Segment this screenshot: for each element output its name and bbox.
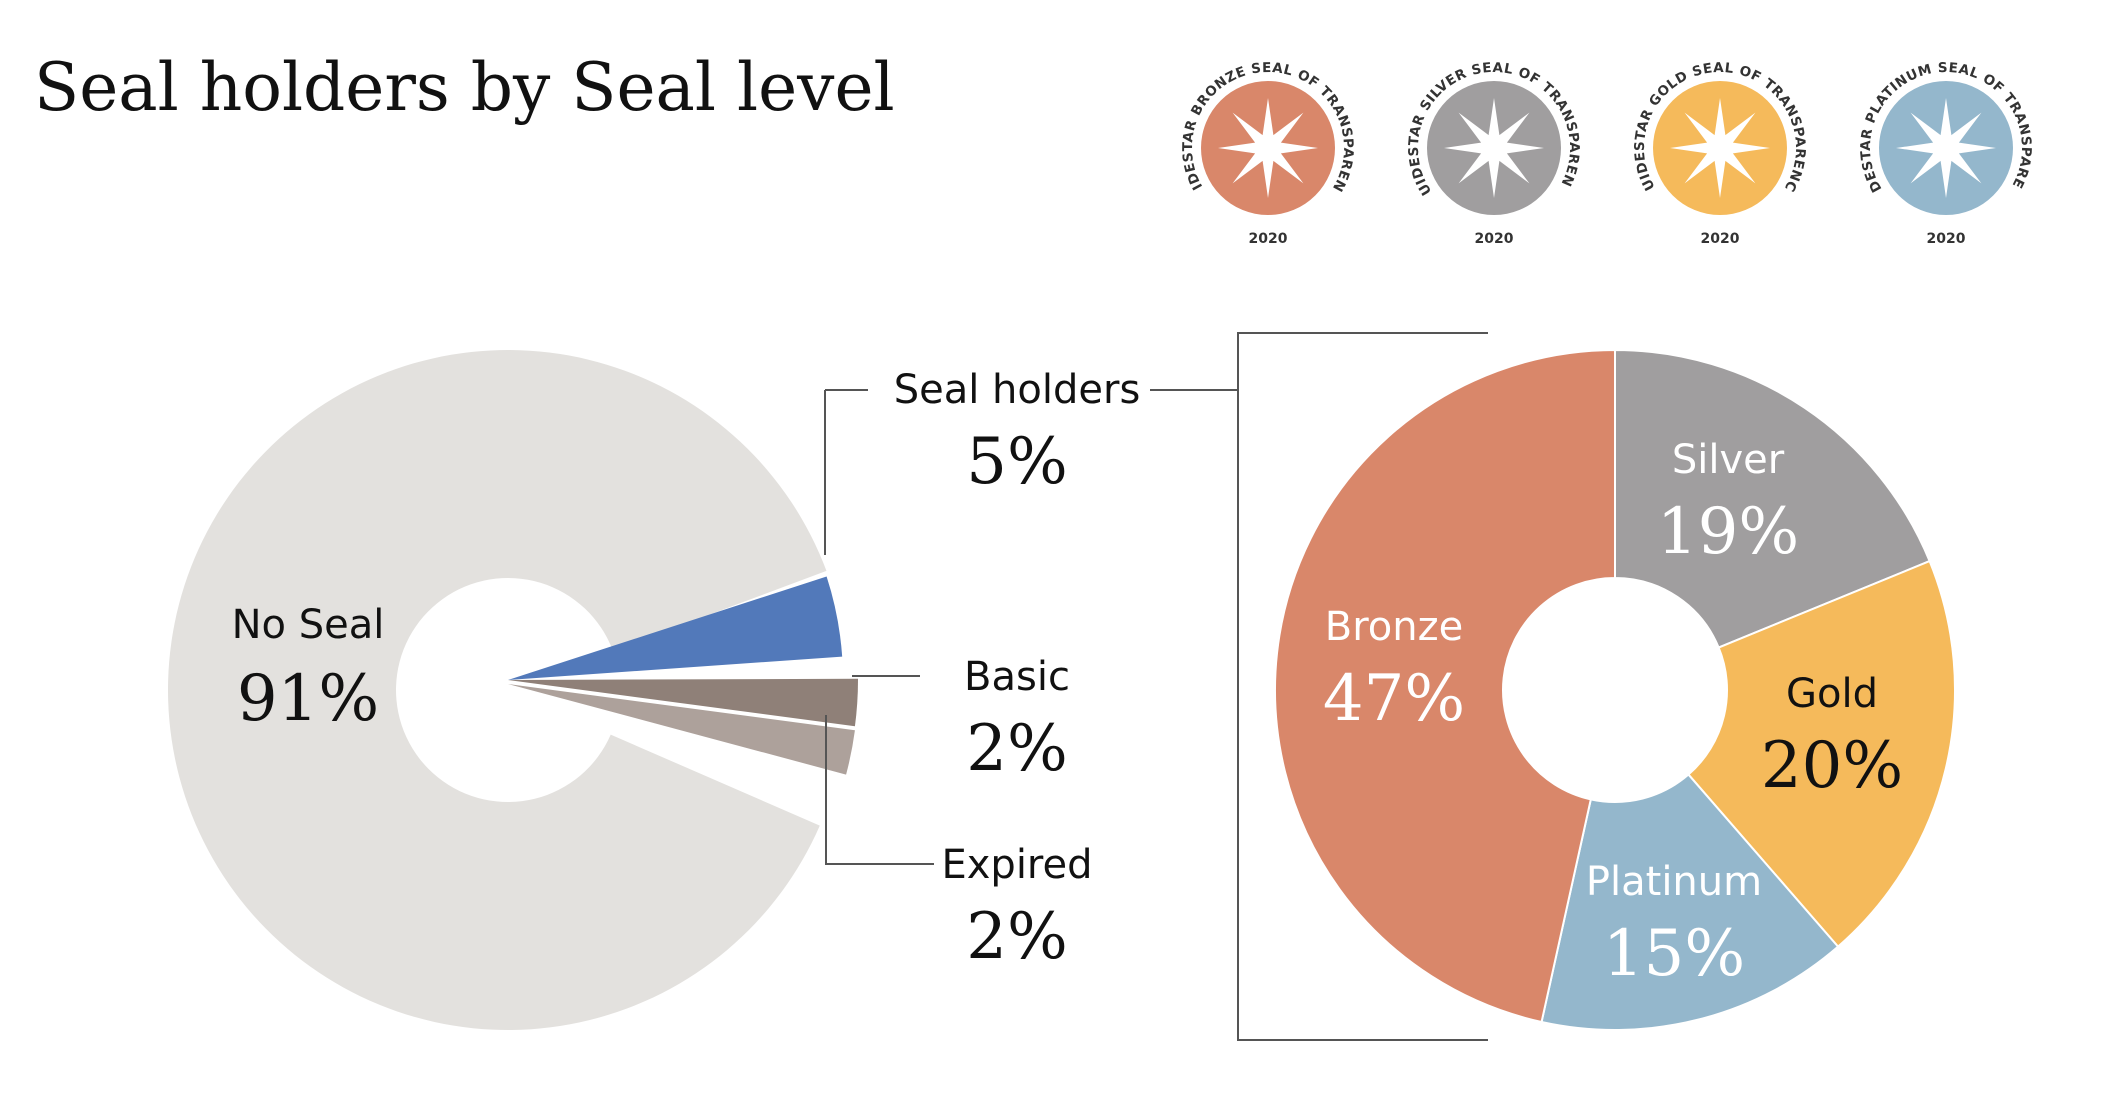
star-icon (1218, 98, 1318, 198)
slice-expired (508, 684, 855, 775)
seal-year-text: 2020 (1701, 231, 1740, 247)
seal-level-donut-labels: Bronze 47% Silver 19% Gold 20% Platinum 15% (1323, 437, 1903, 991)
seal-year-text: 2020 (1249, 231, 1288, 247)
value-label-gold: 20% (1761, 729, 1903, 803)
value-label-no-seal: 91% (237, 662, 379, 736)
expired-leader (825, 715, 934, 865)
slice-platinum (1540, 773, 1840, 1031)
value-label-basic: 2% (966, 712, 1068, 786)
value-label-silver: 19% (1657, 495, 1799, 569)
label-bronze: Bronze (1325, 604, 1463, 650)
label-seal-holders: Seal holders (894, 367, 1141, 413)
label-basic: Basic (964, 654, 1070, 700)
overall-donut-chart (168, 349, 858, 1030)
page-title: Seal holders by Seal level (34, 49, 895, 126)
overall-donut-labels: No Seal 91% Seal holders 5% Basic 2% Expired 2% (232, 367, 1141, 974)
seal-level-donut-chart (1274, 348, 1956, 1031)
label-no-seal: No Seal (232, 602, 385, 648)
star-icon (1670, 98, 1770, 198)
label-gold: Gold (1786, 671, 1878, 717)
star-icon (1896, 98, 1996, 198)
overall-donut-leaders (824, 389, 1238, 865)
label-silver: Silver (1672, 437, 1785, 483)
slice-bronze (1274, 348, 1616, 1024)
seal-year-text: 2020 (1927, 231, 1966, 247)
label-expired: Expired (941, 842, 1092, 888)
star-icon (1444, 98, 1544, 198)
slice-seal-holders (508, 576, 843, 680)
value-label-bronze: 47% (1323, 662, 1465, 736)
label-platinum: Platinum (1586, 859, 1762, 905)
value-label-seal-holders: 5% (966, 425, 1068, 499)
seal-year-text: 2020 (1475, 231, 1514, 247)
value-label-expired: 2% (966, 900, 1068, 974)
slice-basic (508, 678, 858, 727)
slice-no-seal (168, 349, 827, 1030)
value-label-platinum: 15% (1603, 917, 1745, 991)
slice-silver (1614, 348, 1931, 649)
breakdown-bracket (1237, 332, 1488, 1041)
